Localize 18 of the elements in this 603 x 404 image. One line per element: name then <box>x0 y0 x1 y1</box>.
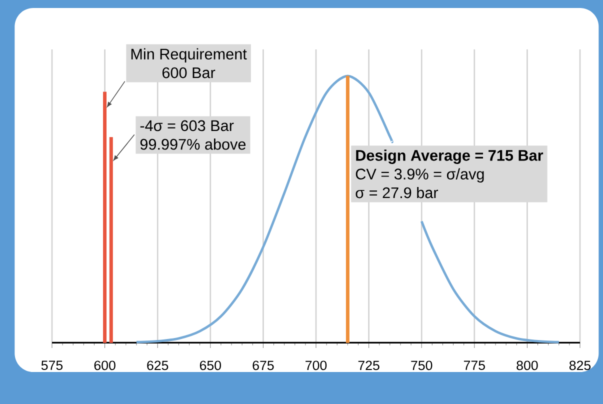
x-tick-label: 625 <box>147 360 168 370</box>
x-tick-label: 700 <box>306 360 327 370</box>
text: Min Requirement <box>131 48 247 63</box>
x-tick-label: 600 <box>94 360 116 370</box>
annotation: σ = 27.9 bar <box>356 186 438 198</box>
annotation: -4σ = 603 Bar <box>140 120 234 132</box>
annotation: 600 Bar <box>162 67 216 78</box>
annotation: 99.997% above <box>140 138 246 150</box>
annotation: CV = 3.9% = σ/avg <box>356 168 484 183</box>
x-tick-label: 825 <box>569 360 591 370</box>
x-tick-label: 775 <box>464 360 485 370</box>
x-tick-label: 650 <box>200 360 222 370</box>
x-tick-label: 800 <box>516 360 538 370</box>
x-tick-label: 750 <box>411 360 432 370</box>
annotation: Design Average = 715 Bar <box>356 150 544 164</box>
x-tick-label: 725 <box>358 360 380 370</box>
x-tick-label: 675 <box>252 360 274 370</box>
x-tick-label: 575 <box>41 360 63 370</box>
